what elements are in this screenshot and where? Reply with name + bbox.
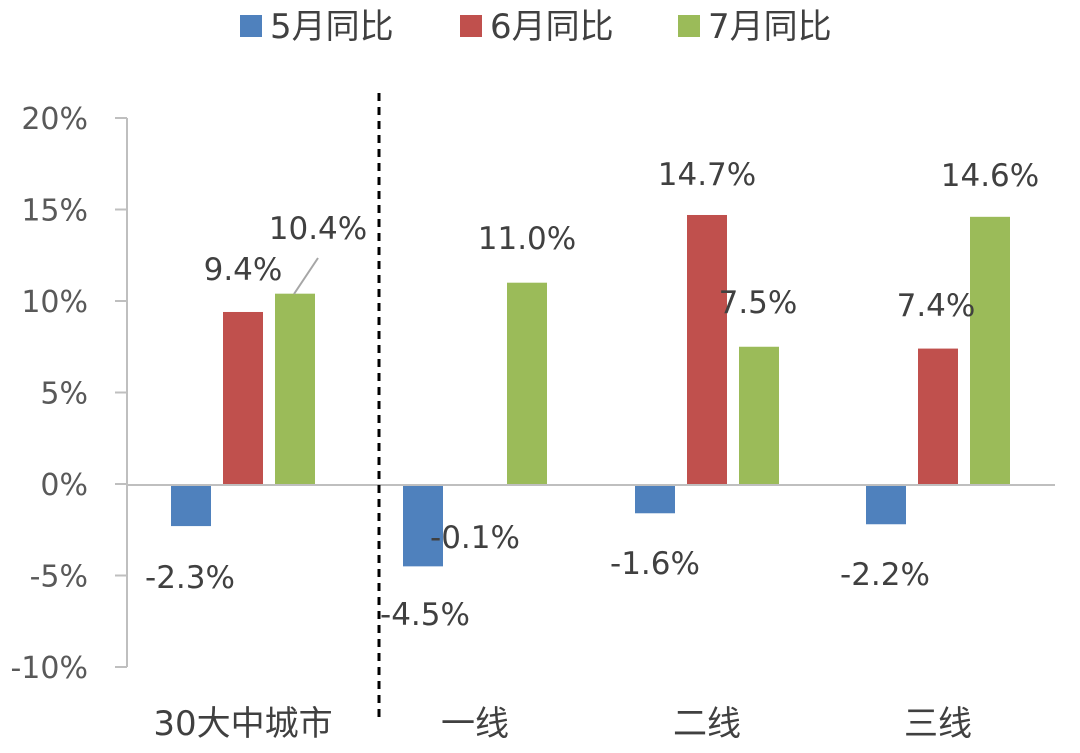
legend-label: 5月同比 <box>270 7 394 47</box>
data-label: 7.5% <box>719 285 798 321</box>
bar <box>739 346 779 484</box>
bar <box>866 484 906 525</box>
bar <box>687 214 727 485</box>
category-label: 一线 <box>441 704 509 744</box>
y-tick-label: -10% <box>10 651 88 686</box>
data-label: -2.2% <box>840 557 930 593</box>
y-axis: -10% -5% 0% 5% 10% 15% 20% <box>10 102 128 686</box>
legend: 5月同比 6月同比 7月同比 <box>240 7 832 47</box>
bar <box>403 484 443 567</box>
data-label: -1.6% <box>610 546 700 582</box>
bars <box>171 214 1010 567</box>
category-label: 30大中城市 <box>153 704 332 744</box>
legend-label: 6月同比 <box>490 7 614 47</box>
legend-swatch <box>460 15 482 37</box>
y-tick-label: 20% <box>21 102 88 137</box>
category-label: 二线 <box>673 704 741 744</box>
leader-line <box>293 257 319 295</box>
bar <box>635 484 675 514</box>
y-tick-label: -5% <box>30 560 88 595</box>
data-label: -2.3% <box>145 560 235 596</box>
legend-swatch <box>240 15 262 37</box>
bar <box>918 348 958 484</box>
data-label: -4.5% <box>380 597 470 633</box>
category-label: 三线 <box>904 704 972 744</box>
legend-label: 7月同比 <box>708 7 832 47</box>
data-label: 10.4% <box>269 211 367 247</box>
data-labels: -2.3% -4.5% -1.6% -2.2% 9.4% -0.1% 14.7% 7.4% 10… <box>145 157 1039 633</box>
y-tick-label: 5% <box>40 377 88 412</box>
bar <box>970 216 1010 484</box>
data-label: 11.0% <box>478 221 576 257</box>
y-tick-label: 10% <box>21 285 88 320</box>
data-label: 7.4% <box>897 288 976 324</box>
bar <box>223 311 263 484</box>
legend-swatch <box>678 15 700 37</box>
data-label: 14.7% <box>658 157 756 193</box>
data-label: 9.4% <box>204 252 283 288</box>
x-axis: 30大中城市 一线 二线 三线 <box>127 93 1055 744</box>
bar <box>507 282 547 484</box>
y-tick-label: 0% <box>40 468 88 503</box>
y-tick-label: 15% <box>21 194 88 229</box>
data-label: -0.1% <box>430 520 520 556</box>
bar <box>171 484 211 527</box>
data-label: 14.6% <box>941 158 1039 194</box>
bar <box>275 293 315 484</box>
